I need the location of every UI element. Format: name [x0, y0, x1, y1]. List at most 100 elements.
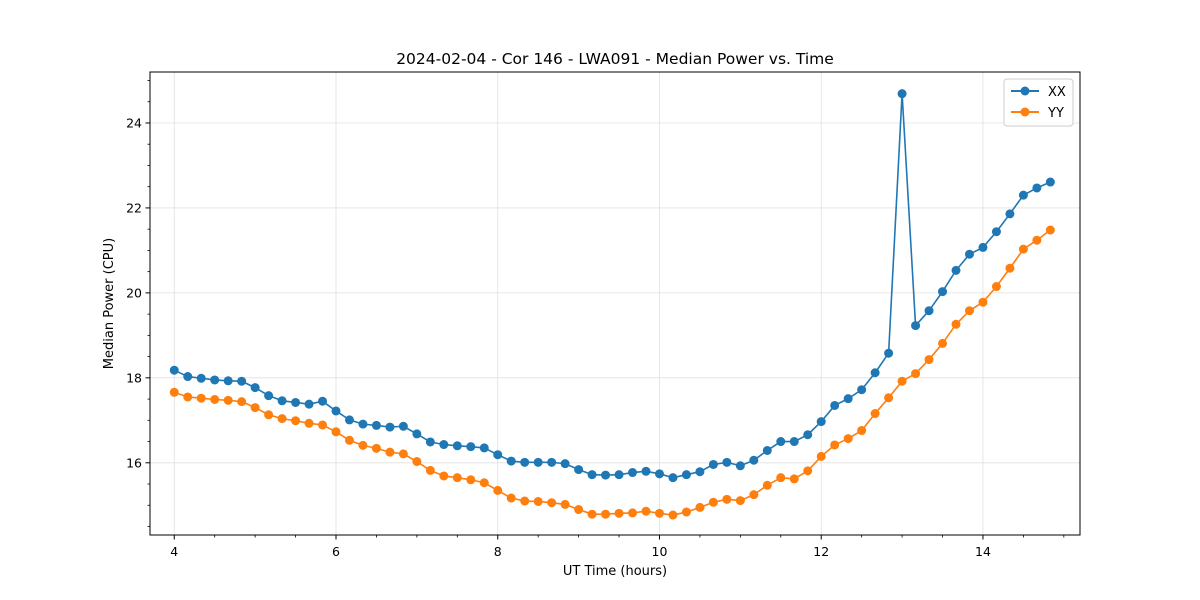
data-point-yy: [304, 418, 314, 428]
data-point-xx: [816, 417, 826, 427]
data-point-xx: [398, 421, 408, 431]
x-tick-label: 8: [494, 544, 502, 559]
data-point-yy: [587, 509, 597, 519]
data-point-xx: [776, 437, 786, 447]
data-point-xx: [803, 430, 813, 440]
data-point-yy: [358, 440, 368, 450]
x-tick-label: 6: [332, 544, 340, 559]
series-xx: [169, 89, 1055, 483]
data-point-yy: [533, 496, 543, 506]
data-point-yy: [951, 319, 961, 329]
x-tick-label: 4: [170, 544, 178, 559]
data-point-xx: [1018, 190, 1028, 200]
data-point-yy: [210, 395, 220, 404]
data-point-yy: [344, 435, 354, 445]
data-point-yy: [749, 490, 759, 500]
data-point-xx: [749, 455, 759, 465]
y-tick-label: 18: [126, 370, 142, 385]
legend-label-xx: XX: [1048, 85, 1066, 100]
data-point-yy: [371, 443, 381, 453]
data-point-yy: [452, 473, 462, 483]
data-point-xx: [1045, 177, 1055, 187]
data-point-xx: [857, 385, 867, 395]
data-point-yy: [843, 434, 853, 444]
data-point-yy: [628, 508, 638, 518]
data-point-yy: [964, 306, 974, 316]
data-point-yy: [264, 410, 274, 420]
data-point-xx: [951, 265, 961, 275]
data-point-yy: [1005, 263, 1015, 273]
data-point-yy: [911, 369, 921, 379]
data-point-xx: [385, 422, 395, 432]
data-point-yy: [466, 475, 476, 485]
data-point-yy: [681, 507, 691, 517]
data-point-yy: [614, 508, 624, 518]
data-point-xx: [237, 376, 247, 386]
legend: XX YY: [1003, 78, 1074, 127]
data-point-yy: [938, 338, 948, 348]
y-tick-label: 20: [126, 285, 142, 300]
data-point-yy: [493, 485, 503, 495]
data-point-xx: [789, 437, 799, 447]
data-point-yy: [183, 392, 193, 402]
data-point-xx: [938, 287, 948, 297]
data-point-yy: [1018, 244, 1028, 254]
data-point-yy: [277, 414, 287, 424]
data-point-xx: [318, 396, 328, 406]
data-point-xx: [884, 348, 894, 358]
data-point-yy: [318, 420, 328, 430]
data-point-xx: [439, 440, 449, 450]
data-point-xx: [830, 400, 840, 410]
data-point-yy: [830, 440, 840, 450]
data-point-xx: [425, 437, 435, 447]
chart-title: 2024-02-04 - Cor 146 - LWA091 - Median P…: [396, 50, 834, 68]
data-point-xx: [291, 397, 301, 407]
data-point-xx: [169, 365, 179, 375]
data-point-yy: [196, 393, 206, 403]
data-point-xx: [250, 383, 260, 393]
data-point-xx: [304, 399, 314, 409]
data-point-xx: [628, 468, 638, 478]
data-point-xx: [344, 415, 354, 425]
data-point-xx: [277, 396, 287, 406]
data-point-xx: [735, 461, 745, 471]
series-line-xx: [173, 92, 1051, 479]
data-point-yy: [547, 498, 557, 508]
data-point-xx: [843, 394, 853, 404]
data-point-yy: [223, 395, 233, 405]
data-point-yy: [668, 510, 678, 520]
data-point-xx: [264, 391, 274, 401]
data-point-xx: [601, 470, 611, 480]
data-point-xx: [371, 420, 381, 430]
y-axis-label: Median Power (CPU): [102, 238, 117, 369]
data-point-yy: [735, 496, 745, 506]
data-point-yy: [991, 282, 1001, 292]
data-point-yy: [654, 508, 664, 518]
legend-marker-yy: [1020, 107, 1030, 117]
data-point-xx: [991, 227, 1001, 237]
data-point-xx: [466, 442, 476, 452]
data-point-xx: [533, 457, 543, 467]
data-point-xx: [412, 429, 422, 439]
data-point-yy: [884, 393, 894, 403]
data-point-yy: [857, 426, 867, 436]
data-point-xx: [870, 368, 880, 378]
data-point-yy: [641, 506, 651, 516]
data-point-xx: [196, 373, 206, 383]
data-point-yy: [425, 465, 435, 475]
data-point-xx: [1005, 209, 1015, 219]
data-point-xx: [924, 306, 934, 316]
data-point-xx: [587, 470, 597, 480]
x-axis-label: UT Time (hours): [563, 564, 667, 579]
data-point-xx: [695, 467, 705, 477]
data-point-yy: [1045, 225, 1055, 235]
data-point-yy: [169, 387, 179, 397]
data-point-xx: [654, 469, 664, 479]
data-point-xx: [210, 375, 220, 385]
y-tick-label: 16: [126, 455, 142, 470]
y-axis: 16 18 20 22 24: [126, 80, 150, 527]
legend-label-yy: YY: [1047, 106, 1064, 121]
data-point-xx: [964, 249, 974, 259]
data-point-xx: [978, 242, 988, 252]
